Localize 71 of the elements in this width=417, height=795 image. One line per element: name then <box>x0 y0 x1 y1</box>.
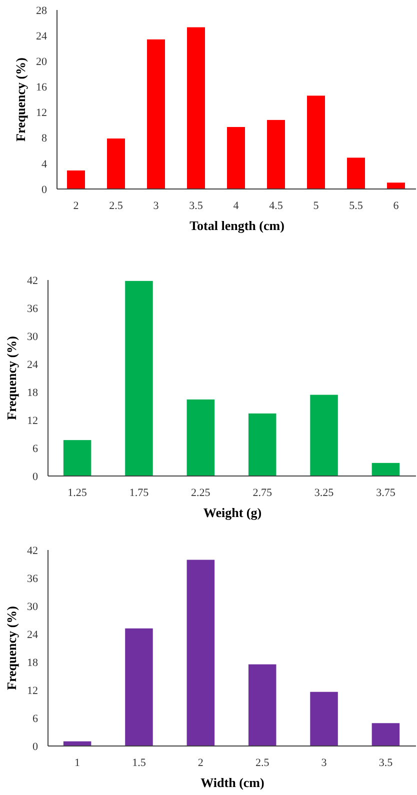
y-tick-label: 36 <box>27 572 38 585</box>
y-tick-label: 30 <box>27 330 38 343</box>
y-tick-label: 0 <box>42 184 48 196</box>
y-tick-label: 36 <box>27 302 38 315</box>
bar <box>125 628 153 746</box>
bar <box>372 723 400 746</box>
x-tick-label: 2.25 <box>191 487 211 499</box>
x-tick-label: 2 <box>73 200 79 212</box>
y-tick-label: 24 <box>36 30 48 42</box>
bar <box>125 280 153 476</box>
y-tick-label: 4 <box>42 158 48 170</box>
bar <box>310 692 338 746</box>
bar <box>227 126 245 189</box>
x-tick-label: 2 <box>198 757 204 769</box>
y-tick-label: 30 <box>27 600 38 613</box>
bar <box>187 27 205 189</box>
y-tick-label: 18 <box>27 656 38 669</box>
x-tick-label: 3.5 <box>189 200 204 212</box>
y-tick-label: 0 <box>32 470 38 483</box>
y-tick-label: 6 <box>32 712 38 725</box>
x-tick-label: 5 <box>313 200 320 212</box>
y-tick-label: 16 <box>36 82 48 94</box>
bar <box>347 158 365 189</box>
bar <box>372 462 400 476</box>
x-tick-label: 3 <box>321 757 328 769</box>
y-tick-label: 42 <box>27 544 38 557</box>
bar <box>387 182 405 189</box>
x-tick-label: 1.75 <box>129 487 150 499</box>
y-tick-label: 8 <box>42 132 48 145</box>
bar <box>67 170 85 189</box>
x-axis-title: Total length (cm) <box>190 218 284 233</box>
y-tick-label: 24 <box>27 628 38 641</box>
x-tick-label: 3.75 <box>376 487 396 499</box>
x-axis-title: Weight (g) <box>203 505 262 520</box>
bar <box>267 120 285 189</box>
y-tick-label: 6 <box>32 442 38 455</box>
y-tick-label: 12 <box>27 684 38 697</box>
y-tick-label: 42 <box>27 274 38 287</box>
x-tick-label: 1.5 <box>132 757 146 769</box>
y-tick-label: 0 <box>32 740 38 753</box>
x-axis-title: Width (cm) <box>200 775 264 790</box>
bar <box>186 560 215 746</box>
x-tick-label: 5.5 <box>349 200 364 212</box>
y-tick-label: 18 <box>27 386 38 399</box>
y-axis-title: Frequency (%) <box>13 58 28 142</box>
x-tick-label: 2.5 <box>109 200 124 212</box>
y-axis-title: Frequency (%) <box>4 336 19 420</box>
x-tick-label: 2.5 <box>255 757 270 769</box>
bar <box>186 399 215 476</box>
x-tick-label: 1.25 <box>68 487 88 499</box>
x-tick-label: 4.5 <box>269 200 284 212</box>
x-tick-label: 6 <box>393 200 400 212</box>
y-tick-label: 12 <box>36 107 47 120</box>
x-tick-label: 2.75 <box>252 487 272 499</box>
bar <box>107 138 125 189</box>
y-tick-label: 20 <box>36 56 48 68</box>
bar <box>310 394 338 476</box>
bar <box>147 39 165 189</box>
x-tick-label: 3.5 <box>378 757 394 769</box>
x-tick-label: 4 <box>233 200 240 212</box>
y-tick-label: 28 <box>36 4 48 17</box>
x-tick-label: 3.25 <box>314 487 334 499</box>
bar <box>63 440 92 476</box>
y-tick-label: 12 <box>27 414 38 427</box>
y-tick-label: 24 <box>27 358 38 371</box>
x-tick-label: 1 <box>74 757 80 769</box>
y-axis-title: Frequency (%) <box>4 606 19 690</box>
bar <box>248 413 276 476</box>
bar <box>307 96 325 189</box>
bar <box>248 664 276 746</box>
x-tick-label: 3 <box>153 200 160 212</box>
